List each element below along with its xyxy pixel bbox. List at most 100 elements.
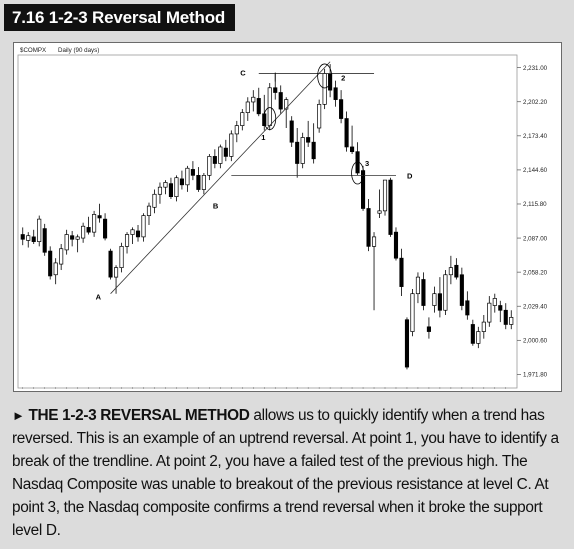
candle-up — [75, 236, 80, 240]
candle-down — [465, 300, 470, 316]
candle-up — [218, 146, 223, 164]
candle-up — [251, 96, 256, 103]
figure-caption: ► THE 1-2-3 REVERSAL METHOD allows us to… — [12, 404, 562, 542]
label-c: C — [240, 69, 246, 78]
candle-down — [31, 236, 36, 242]
caption-arrow-icon: ► — [12, 408, 25, 423]
candle-up — [53, 262, 58, 276]
candle-down — [108, 250, 113, 278]
candle-down — [421, 279, 426, 306]
candle-up — [174, 177, 179, 197]
candle-up — [59, 248, 64, 265]
plot-area — [17, 54, 518, 389]
candle-down — [437, 293, 442, 311]
circle-point-1 — [263, 107, 277, 130]
y-tick-label: 2,173.40 — [523, 133, 548, 140]
candle-down — [20, 234, 25, 240]
candle-up — [371, 236, 377, 247]
chart-header-period: Daily (90 days) — [58, 47, 99, 54]
candle-down — [454, 264, 459, 278]
candle-up — [229, 133, 234, 157]
candle-down — [470, 324, 475, 344]
candle-up — [119, 246, 124, 269]
candle-up — [487, 302, 492, 323]
candle-down — [86, 227, 91, 233]
caption-lead: THE 1-2-3 REVERSAL METHOD — [28, 407, 250, 424]
candle-down — [459, 274, 464, 306]
candle-down — [168, 183, 173, 197]
candle-down — [399, 257, 404, 287]
candle-up — [410, 293, 415, 332]
y-tick-label: 2,087.00 — [523, 235, 548, 242]
candle-down — [70, 235, 75, 240]
candle-down — [295, 141, 300, 164]
candle-up — [201, 174, 206, 190]
y-tick-label: 2,058.20 — [523, 269, 548, 276]
candle-up — [207, 156, 212, 176]
candle-up — [432, 293, 437, 306]
candle-up — [157, 186, 163, 195]
candle-up — [130, 229, 135, 235]
label-point-2: 2 — [341, 74, 345, 83]
candle-down — [306, 137, 311, 143]
candle-up — [322, 73, 327, 105]
candle-down — [498, 305, 503, 311]
candle-down — [42, 228, 47, 253]
candle-up — [443, 274, 448, 311]
chart-header-symbol: $COMPX — [20, 47, 46, 54]
candle-down — [135, 230, 141, 238]
candle-up — [163, 182, 168, 188]
candle-up — [81, 225, 86, 239]
candle-down — [289, 120, 294, 143]
candles-layer — [20, 64, 514, 370]
candle-down — [333, 87, 338, 100]
candle-up — [37, 218, 42, 242]
candle-up — [185, 167, 190, 186]
candle-down — [388, 179, 393, 235]
candle-down — [223, 147, 228, 157]
candle-down — [404, 319, 410, 368]
candle-down — [196, 174, 201, 190]
candle-down — [212, 156, 217, 164]
candle-up — [300, 137, 305, 164]
candle-down — [339, 99, 344, 119]
y-tick-label: 2,029.40 — [523, 303, 548, 310]
candlestick-chart: $COMPX Daily (90 days) 2,231.002,202.202… — [17, 47, 548, 389]
y-tick-label: 2,000.60 — [523, 338, 548, 345]
candle-up — [492, 298, 497, 306]
candle-down — [256, 98, 261, 115]
candle-up — [245, 101, 250, 113]
y-tick-label: 1,971.80 — [523, 372, 548, 379]
y-tick-label: 2,144.60 — [523, 167, 548, 174]
candle-up — [382, 179, 388, 212]
candle-down — [344, 118, 349, 148]
candle-up — [284, 99, 289, 110]
candle-up — [124, 234, 130, 247]
candle-down — [350, 146, 355, 153]
annotation-layer: A B C D 1 2 3 — [96, 61, 413, 302]
candle-up — [317, 103, 322, 129]
trendline — [110, 61, 331, 294]
candle-up — [415, 276, 420, 295]
candle-up — [448, 267, 453, 276]
y-tick-label: 2,202.20 — [523, 99, 548, 106]
label-point-1: 1 — [261, 133, 265, 142]
candle-down — [179, 178, 184, 186]
candle-down — [426, 326, 431, 332]
candle-down — [97, 215, 102, 219]
y-tick-label: 2,115.80 — [523, 201, 547, 208]
candle-down — [273, 87, 278, 93]
label-a: A — [96, 293, 102, 302]
candle-down — [103, 218, 108, 239]
candle-down — [48, 250, 53, 277]
candle-down — [393, 231, 399, 259]
y-axis: 2,231.00 2,202.20 2,173.40 2,144.60 2,115.80… — [22, 65, 548, 389]
candle-down — [366, 208, 371, 247]
candle-up — [92, 214, 97, 233]
chart-frame: $COMPX Daily (90 days) 2,231.00 2,202.20 2… — [13, 42, 562, 392]
candle-down — [278, 92, 283, 110]
candle-up — [146, 205, 152, 216]
candle-up — [476, 331, 481, 344]
candle-up — [152, 193, 157, 208]
